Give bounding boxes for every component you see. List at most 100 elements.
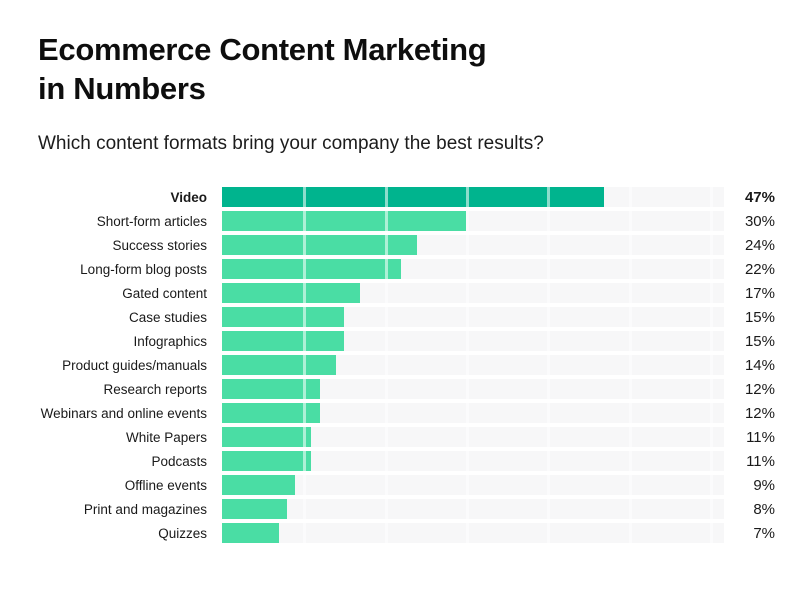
bar-fill bbox=[222, 259, 401, 279]
value-label: 11% bbox=[746, 452, 775, 470]
gridline bbox=[384, 475, 388, 495]
value-label: 14% bbox=[744, 356, 775, 374]
value-label: 15% bbox=[744, 308, 775, 326]
gridline bbox=[547, 235, 551, 255]
gridline bbox=[628, 235, 632, 255]
gridline bbox=[710, 259, 714, 279]
bar-fill bbox=[222, 307, 345, 327]
bar-fill bbox=[222, 427, 312, 447]
gridline bbox=[466, 211, 470, 231]
gridline bbox=[547, 259, 551, 279]
page-title-line2: in Numbers bbox=[38, 71, 206, 106]
category-label: Product guides/manuals bbox=[62, 357, 207, 373]
bar-track bbox=[222, 523, 724, 543]
gridline bbox=[710, 403, 714, 423]
bar-fill-highlighted bbox=[222, 187, 605, 207]
gridline bbox=[710, 355, 714, 375]
gridline bbox=[303, 259, 307, 279]
gridline bbox=[303, 403, 307, 423]
gridline bbox=[710, 235, 714, 255]
gridline bbox=[710, 331, 714, 351]
gridline bbox=[384, 331, 388, 351]
gridline bbox=[303, 451, 307, 471]
gridline bbox=[628, 451, 632, 471]
gridline bbox=[466, 259, 470, 279]
gridline bbox=[384, 235, 388, 255]
chart-row: Offline events 9% bbox=[0, 475, 812, 495]
chart-row: Quizzes 7% bbox=[0, 523, 812, 543]
gridline bbox=[710, 427, 714, 447]
value-label: 11% bbox=[746, 428, 775, 446]
value-label: 9% bbox=[753, 476, 775, 494]
bar-track bbox=[222, 379, 724, 399]
gridline bbox=[628, 259, 632, 279]
page-title: Ecommerce Content Marketing in Numbers bbox=[38, 30, 812, 108]
category-label: White Papers bbox=[125, 429, 207, 445]
gridline bbox=[466, 451, 470, 471]
gridline bbox=[384, 283, 388, 303]
gridline bbox=[628, 523, 632, 543]
gridline bbox=[628, 211, 632, 231]
category-label: Long-form blog posts bbox=[80, 261, 207, 277]
gridline bbox=[384, 403, 388, 423]
gridline bbox=[628, 187, 632, 207]
bar-track bbox=[222, 331, 724, 351]
gridline bbox=[628, 403, 632, 423]
bar-fill bbox=[222, 331, 345, 351]
bar-fill bbox=[222, 523, 279, 543]
gridline bbox=[628, 499, 632, 519]
gridline bbox=[466, 403, 470, 423]
value-label: 17% bbox=[744, 284, 775, 302]
bar-track bbox=[222, 355, 724, 375]
chart-row: Case studies 15% bbox=[0, 307, 812, 327]
gridline bbox=[710, 379, 714, 399]
gridline bbox=[710, 307, 714, 327]
gridline bbox=[547, 475, 551, 495]
chart-question: Which content formats bring your company… bbox=[38, 133, 544, 154]
value-label: 7% bbox=[753, 524, 775, 542]
gridline bbox=[466, 355, 470, 375]
bar-track bbox=[222, 259, 724, 279]
gridline bbox=[384, 307, 388, 327]
bar-fill bbox=[222, 475, 296, 495]
chart-row: White Papers 11% bbox=[0, 427, 812, 447]
gridline bbox=[547, 523, 551, 543]
gridline bbox=[303, 475, 307, 495]
gridline bbox=[466, 235, 470, 255]
gridline bbox=[384, 451, 388, 471]
gridline bbox=[547, 379, 551, 399]
bar-fill bbox=[222, 403, 320, 423]
value-label: 47% bbox=[744, 188, 775, 206]
chart-row: Podcasts 11% bbox=[0, 451, 812, 471]
gridline bbox=[466, 187, 470, 207]
gridline bbox=[466, 283, 470, 303]
gridline bbox=[710, 499, 714, 519]
gridline bbox=[547, 187, 551, 207]
value-label: 8% bbox=[753, 500, 775, 518]
chart-row: Research reports 12% bbox=[0, 379, 812, 399]
chart-row: Gated content 17% bbox=[0, 283, 812, 303]
gridline bbox=[628, 475, 632, 495]
bar-fill bbox=[222, 355, 336, 375]
bar-fill bbox=[222, 283, 361, 303]
gridline bbox=[628, 331, 632, 351]
gridline bbox=[547, 427, 551, 447]
bar-fill bbox=[222, 451, 312, 471]
chart-row: Webinars and online events 12% bbox=[0, 403, 812, 423]
gridline bbox=[303, 211, 307, 231]
category-label: Success stories bbox=[112, 237, 207, 253]
gridline bbox=[547, 283, 551, 303]
bar-track bbox=[222, 427, 724, 447]
bar-track bbox=[222, 235, 724, 255]
gridline bbox=[384, 379, 388, 399]
gridline bbox=[384, 523, 388, 543]
gridline bbox=[303, 331, 307, 351]
value-label: 15% bbox=[744, 332, 775, 350]
bar-track bbox=[222, 451, 724, 471]
gridline bbox=[710, 187, 714, 207]
bar-fill bbox=[222, 235, 418, 255]
gridline bbox=[384, 355, 388, 375]
bar-track bbox=[222, 499, 724, 519]
bar-fill bbox=[222, 499, 288, 519]
gridline bbox=[710, 475, 714, 495]
